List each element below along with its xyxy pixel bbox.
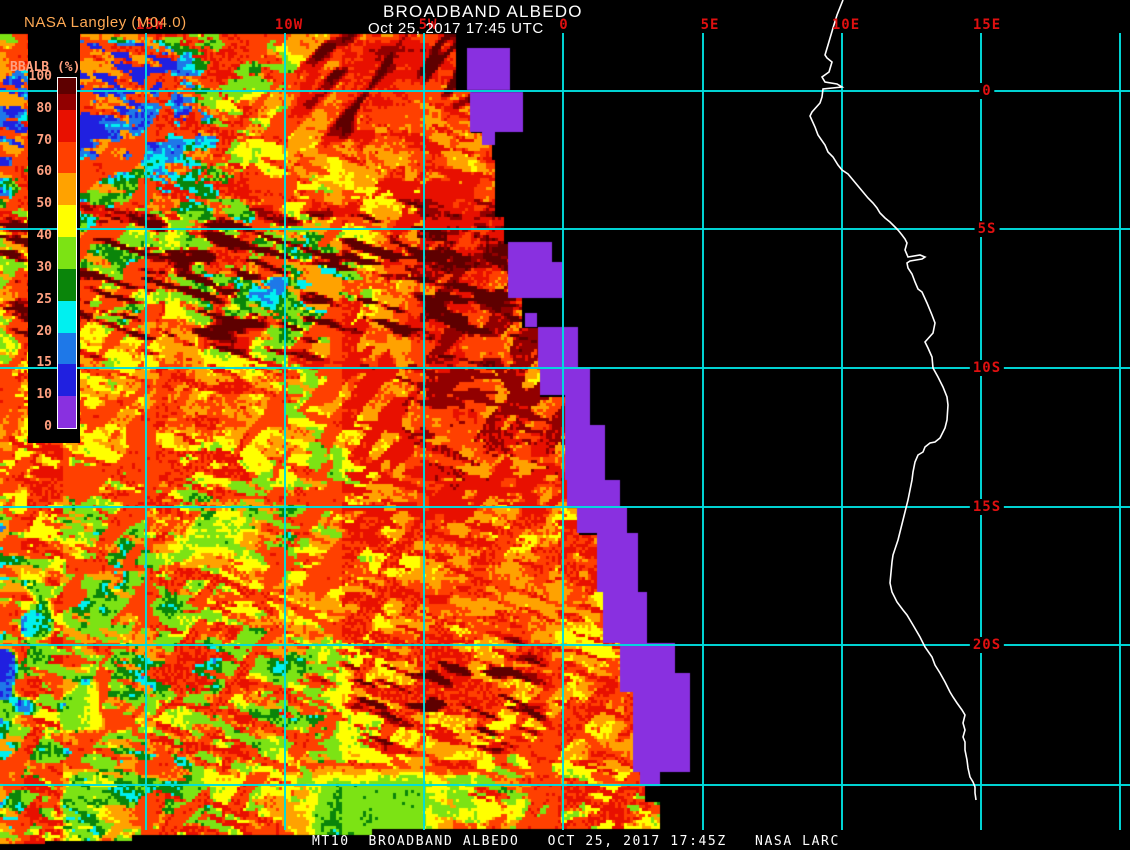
colorbar-segment <box>58 268 76 301</box>
colorbar-tick-60: 60 <box>36 164 52 180</box>
colorbar-segment <box>58 396 76 428</box>
colorbar-tick-10: 10 <box>36 387 52 403</box>
colorbar-segment <box>58 300 76 333</box>
lat-label-0: 0 <box>979 83 995 99</box>
colorbar-tick-100: 100 <box>28 69 52 84</box>
colorbar-title: BBALB (%) <box>10 60 81 75</box>
colorbar-tick-0: 0 <box>44 419 52 434</box>
lon-label-10E: 10E <box>831 17 861 33</box>
meridian-line <box>145 33 147 830</box>
colorbar-segment <box>58 78 76 94</box>
lat-label-20S: 20S <box>969 637 1005 653</box>
page-title: BROADBAND ALBEDO <box>383 2 583 21</box>
meridian-line <box>980 33 982 830</box>
parallel-line <box>0 90 1130 92</box>
lat-label-10S: 10S <box>969 360 1005 376</box>
colorbar-segment <box>58 332 76 365</box>
lat-label-5S: 5S <box>974 221 1000 237</box>
lon-label-15E: 15E <box>972 17 1002 33</box>
colorbar-segment <box>58 237 76 269</box>
parallel-line <box>0 644 1130 646</box>
colorbar-tick-40: 40 <box>36 228 52 244</box>
lon-label-0: 0 <box>559 17 569 33</box>
colorbar-segment <box>58 205 76 238</box>
colorbar-segment <box>58 173 76 206</box>
meridian-line <box>562 33 564 830</box>
colorbar-tick-50: 50 <box>36 196 52 212</box>
lon-label-5E: 5E <box>700 17 720 33</box>
agency-credit: NASA Langley (M04.0) <box>24 14 187 31</box>
meridian-line <box>423 33 425 830</box>
parallel-line <box>0 367 1130 369</box>
parallel-line <box>0 506 1130 508</box>
colorbar-tick-30: 30 <box>36 259 52 275</box>
colorbar-tick-20: 20 <box>36 323 52 339</box>
colorbar-segment <box>58 109 76 142</box>
lon-label-5W: 5W <box>418 17 438 33</box>
colorbar-segment <box>58 141 76 174</box>
colorbar-tick-25: 25 <box>36 291 52 307</box>
meridian-line <box>1119 33 1121 830</box>
colorbar-tick-80: 80 <box>36 100 52 116</box>
lon-label-15W: 15W <box>135 17 165 33</box>
timestamp-subtitle: Oct 25, 2017 17:45 UTC <box>368 20 544 37</box>
colorbar-tick-15: 15 <box>36 355 52 371</box>
meridian-line <box>702 33 704 830</box>
parallel-line <box>0 784 1130 786</box>
lat-label-15S: 15S <box>969 499 1005 515</box>
colorbar-segment <box>58 93 76 110</box>
meridian-line <box>841 33 843 830</box>
meridian-line <box>284 33 286 830</box>
parallel-line <box>0 228 1130 230</box>
colorbar-segment <box>58 364 76 397</box>
footer-caption: MT10 BROADBAND ALBEDO OCT 25, 2017 17:45… <box>312 834 840 849</box>
colorbar-scale <box>57 77 77 429</box>
colorbar-tick-70: 70 <box>36 132 52 148</box>
lon-label-10W: 10W <box>274 17 304 33</box>
